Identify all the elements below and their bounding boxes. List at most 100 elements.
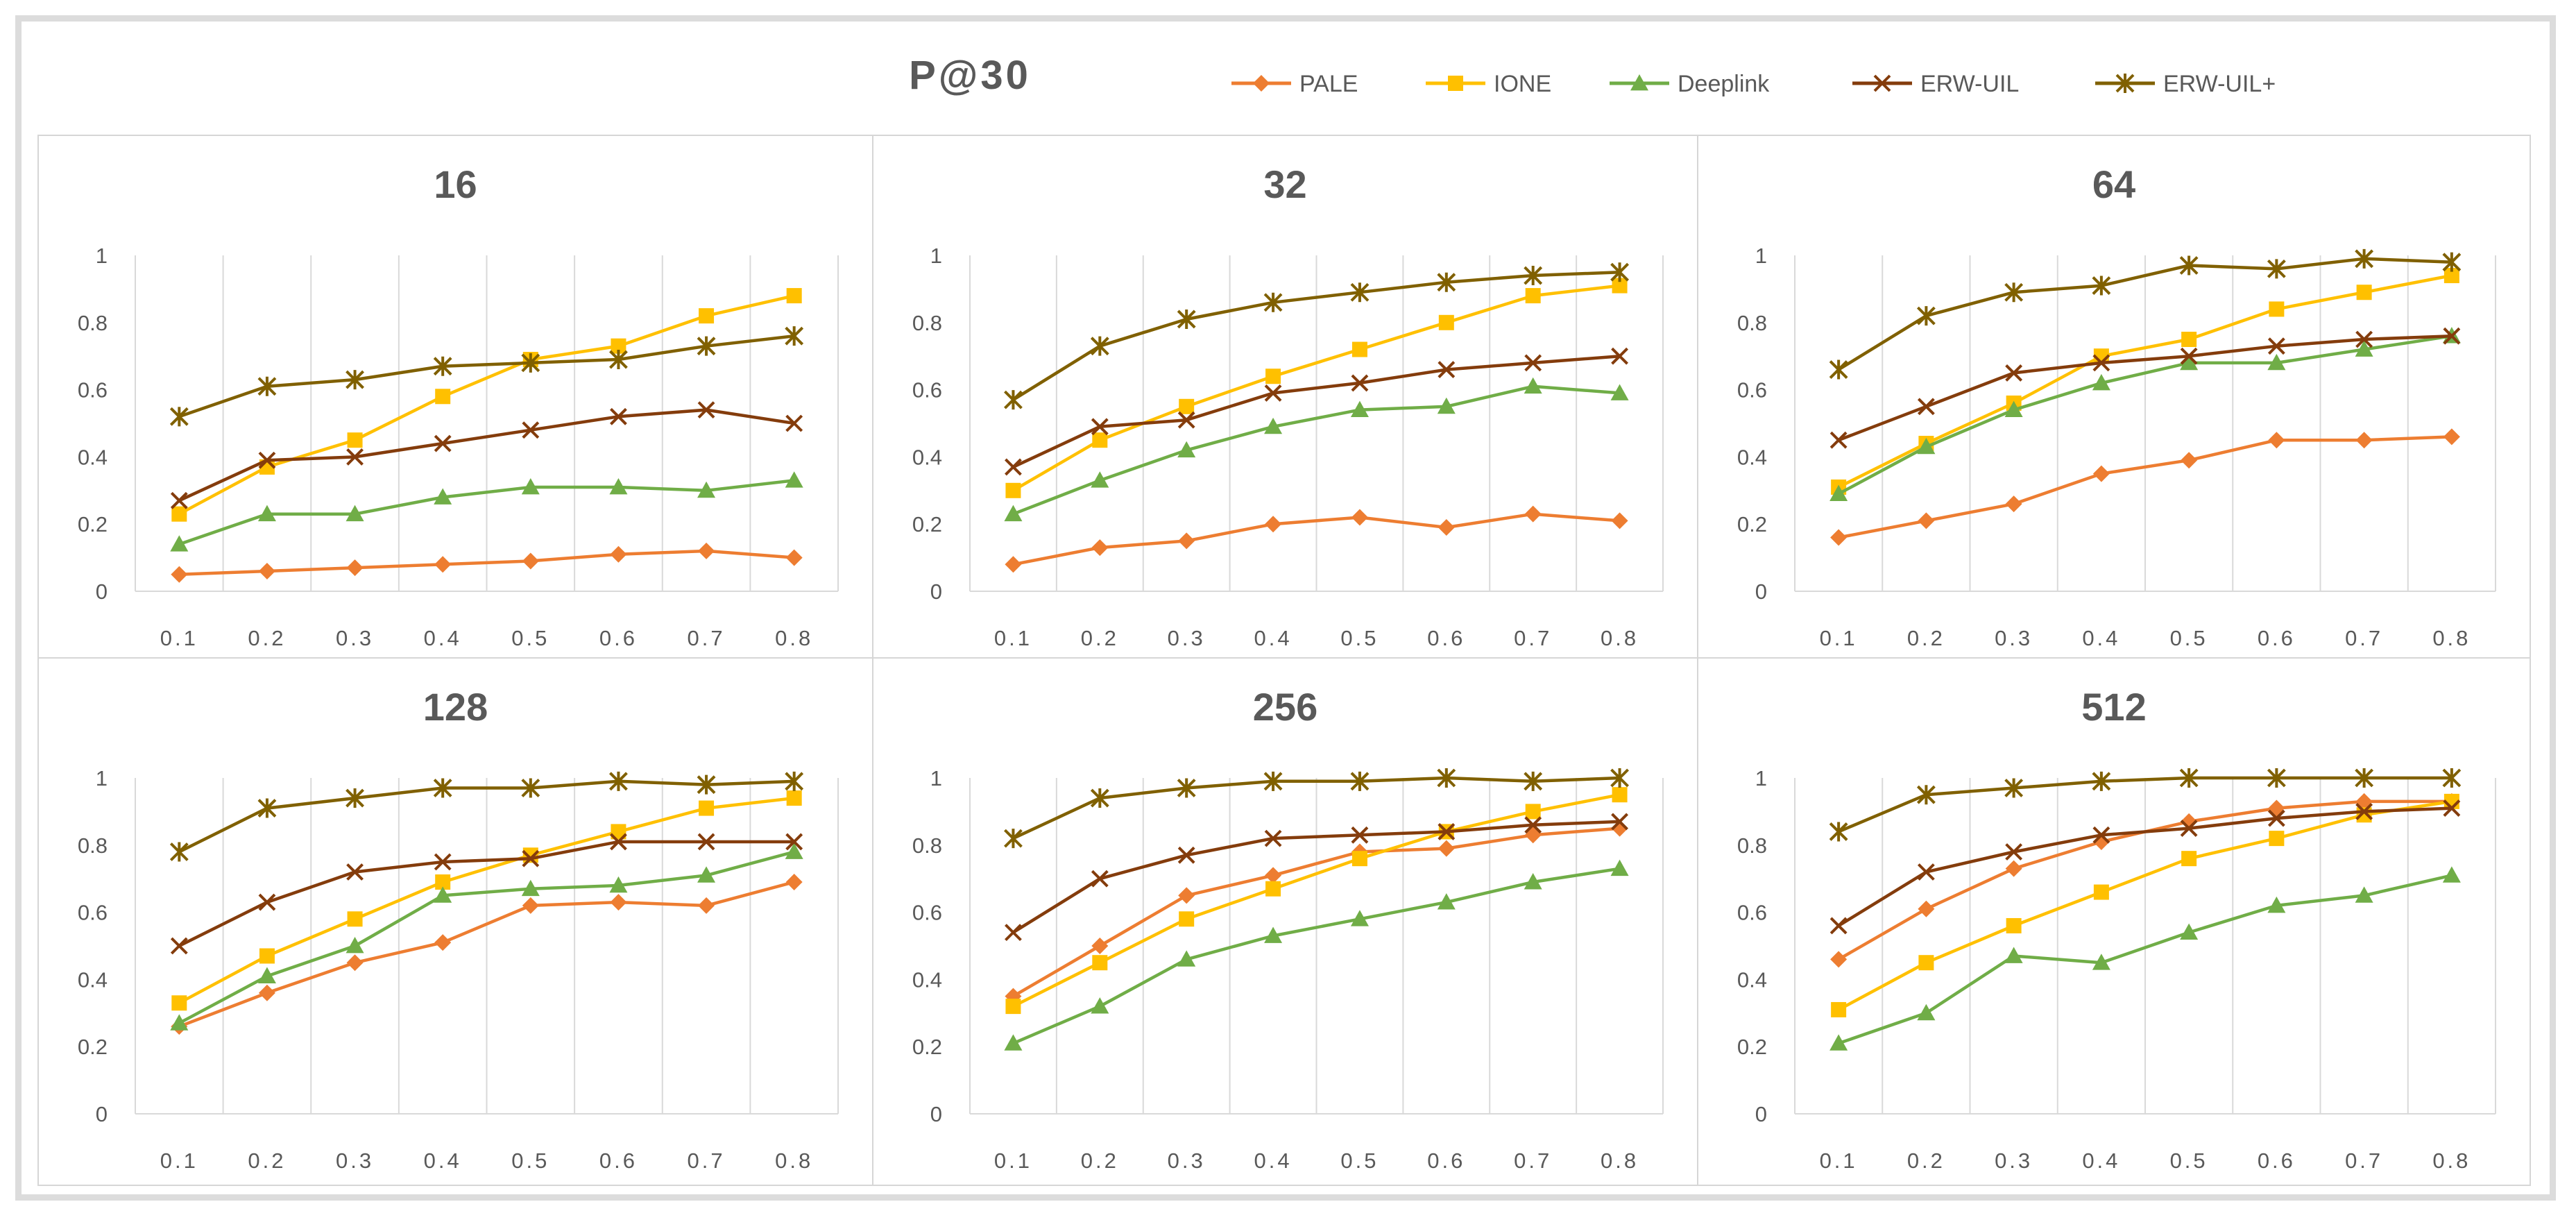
data-point-erw-uil bbox=[1916, 785, 1936, 805]
x-tick-label: 0.7 bbox=[2345, 1149, 2383, 1173]
y-tick-label: 0.4 bbox=[1737, 445, 1767, 469]
chart-title: P@30 bbox=[909, 53, 1031, 98]
legend-item-ione: IONE bbox=[1426, 71, 1551, 97]
data-point-ione bbox=[699, 308, 715, 324]
data-point-erw-uil bbox=[169, 407, 189, 427]
data-point-ione bbox=[435, 874, 451, 890]
x-tick-label: 0.4 bbox=[424, 1149, 462, 1173]
data-point-erw-uil bbox=[2267, 259, 2286, 279]
data-point-pale bbox=[785, 874, 803, 891]
series-erw-uil bbox=[169, 771, 804, 862]
data-point-deeplink bbox=[1917, 1003, 1936, 1021]
x-tick-label: 0.5 bbox=[511, 1149, 549, 1173]
data-point-deeplink bbox=[1350, 400, 1369, 418]
y-tick-label: 1 bbox=[96, 766, 108, 790]
data-point-ione bbox=[2181, 332, 2197, 347]
series-line-pale bbox=[1838, 435, 2452, 539]
x-tick-label: 0.4 bbox=[2082, 1149, 2120, 1173]
data-point-pale bbox=[1438, 519, 1455, 536]
data-point-deeplink bbox=[1829, 1034, 1848, 1051]
data-point-deeplink bbox=[2180, 353, 2199, 371]
data-point-pale bbox=[2268, 432, 2285, 449]
data-point-ione bbox=[1092, 432, 1108, 448]
data-point-erw-uil bbox=[1263, 771, 1283, 791]
x-tick-label: 0.6 bbox=[1427, 1149, 1465, 1173]
series-line-ione bbox=[178, 294, 795, 516]
data-point-erw-uil bbox=[1004, 829, 1023, 849]
data-point-deeplink bbox=[170, 1014, 189, 1031]
series-erw-uil bbox=[170, 833, 803, 955]
data-point-deeplink bbox=[170, 535, 189, 552]
data-point-erw-uil bbox=[785, 771, 804, 791]
data-point-ione bbox=[1438, 314, 1454, 330]
data-point-deeplink bbox=[609, 876, 628, 893]
data-point-deeplink bbox=[346, 505, 364, 522]
x-tick-label: 0.6 bbox=[2258, 626, 2296, 650]
data-point-ione bbox=[786, 288, 802, 304]
data-point-pale bbox=[1438, 840, 1455, 857]
series-line-pale bbox=[178, 880, 795, 1028]
legend-label-deeplink: Deeplink bbox=[1678, 71, 1770, 97]
data-point-erw-uil bbox=[1177, 846, 1195, 864]
data-point-erw-uil bbox=[1524, 266, 1543, 286]
x-tick-label: 0.2 bbox=[1081, 626, 1119, 650]
y-tick-label: 1 bbox=[930, 244, 942, 268]
series-erw-uil bbox=[1004, 262, 1629, 410]
data-point-erw-uil bbox=[1524, 354, 1542, 372]
data-point-erw-uil bbox=[1829, 359, 1848, 380]
series-deeplink bbox=[170, 471, 803, 552]
data-point-deeplink bbox=[2004, 400, 2023, 418]
data-point-erw-uil bbox=[2442, 252, 2462, 272]
x-tick-label: 0.3 bbox=[1995, 1149, 2033, 1173]
data-point-deeplink bbox=[1437, 893, 1456, 910]
data-point-pale bbox=[434, 556, 452, 573]
data-point-pale bbox=[522, 897, 539, 914]
x-tick-label: 0.4 bbox=[1254, 626, 1293, 650]
data-point-pale bbox=[1830, 951, 1848, 968]
legend-marker-deeplink bbox=[1630, 74, 1648, 91]
y-tick-label: 0.2 bbox=[912, 1035, 942, 1059]
series-deeplink bbox=[1004, 859, 1629, 1051]
series-line-ione bbox=[1838, 273, 2453, 489]
data-point-pale bbox=[258, 562, 275, 579]
data-point-erw-uil bbox=[2005, 364, 2023, 382]
y-tick-label: 0.6 bbox=[78, 378, 108, 403]
data-point-pale bbox=[1830, 529, 1848, 546]
x-tick-label: 0.5 bbox=[511, 626, 549, 650]
data-point-erw-uil bbox=[1610, 262, 1629, 282]
x-tick-label: 0.7 bbox=[1514, 626, 1552, 650]
data-point-erw-uil bbox=[697, 833, 715, 851]
data-point-erw-uil bbox=[610, 407, 627, 425]
data-point-erw-uil bbox=[2179, 255, 2199, 276]
data-point-deeplink bbox=[1350, 910, 1369, 926]
y-tick-label: 1 bbox=[1755, 244, 1767, 268]
y-tick-label: 0.8 bbox=[78, 833, 108, 858]
data-point-pale bbox=[2443, 428, 2460, 446]
series-deeplink bbox=[170, 842, 803, 1031]
series-ione bbox=[171, 288, 802, 522]
data-point-erw-uil bbox=[785, 833, 803, 851]
series-line-erw-uil bbox=[1838, 334, 2452, 442]
data-point-erw-uil bbox=[433, 778, 452, 798]
data-point-erw-uil bbox=[1916, 306, 1936, 326]
data-point-pale bbox=[698, 897, 715, 914]
data-point-ione bbox=[2181, 851, 2197, 867]
panel-border bbox=[1697, 135, 2531, 659]
data-point-erw-uil bbox=[433, 356, 452, 376]
data-point-erw-uil bbox=[1090, 336, 1109, 356]
data-point-erw-uil bbox=[1005, 924, 1022, 942]
data-point-erw-uil bbox=[1005, 458, 1022, 476]
data-point-erw-uil bbox=[521, 353, 540, 373]
data-point-erw-uil bbox=[697, 336, 716, 356]
x-tick-label: 0.7 bbox=[688, 1149, 726, 1173]
data-point-erw-uil bbox=[346, 863, 364, 881]
data-point-ione bbox=[435, 389, 451, 405]
data-point-erw-uil bbox=[2355, 802, 2373, 820]
data-point-erw-uil bbox=[1829, 431, 1848, 449]
legend-item-deeplink: Deeplink bbox=[1610, 71, 1770, 97]
data-point-ione bbox=[611, 824, 626, 840]
panel-title: 128 bbox=[423, 685, 488, 729]
x-tick-label: 0.1 bbox=[994, 1149, 1032, 1173]
data-point-erw-uil bbox=[1611, 813, 1628, 831]
